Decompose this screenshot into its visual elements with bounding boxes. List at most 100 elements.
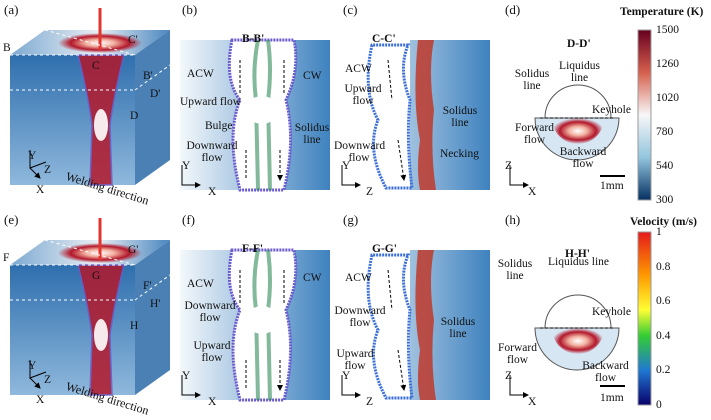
colorbar-tick-label: 540 <box>656 160 674 172</box>
colorbar-tick-label: 1 <box>656 226 662 238</box>
annotation: Z <box>44 374 52 386</box>
annotation: Forward flow <box>498 342 537 366</box>
section-title: D-D' <box>567 38 591 50</box>
melt-region <box>366 43 414 190</box>
annotation: Y <box>342 160 351 172</box>
annotation: Necking <box>440 148 479 160</box>
annotation: Upward flow <box>193 340 231 364</box>
annotation: Y <box>342 370 351 382</box>
colorbar-tick-label: 780 <box>656 126 674 138</box>
annotation: ACW <box>345 272 372 284</box>
colorbar-title: Velocity (m/s) <box>630 216 697 228</box>
colorbar-temperature <box>637 29 652 201</box>
colorbar-tick-label: 1500 <box>656 24 679 36</box>
annotation: Z <box>44 164 52 176</box>
axes <box>509 165 529 188</box>
panel-row <box>10 218 625 400</box>
colorbar-title: Temperature (K) <box>620 6 704 18</box>
axes <box>341 165 361 188</box>
annotation: X <box>36 394 45 406</box>
annotation: 1mm <box>600 180 624 192</box>
section-lines <box>10 29 171 91</box>
annotation: Backward flow <box>582 360 629 384</box>
annotation: X <box>208 186 217 198</box>
annotation: Y <box>28 360 37 372</box>
annotation: Z <box>366 396 374 408</box>
annotation: Upward flow <box>336 348 374 372</box>
annotation: Liquidus line <box>559 60 600 84</box>
colorbar-tick-label: 1020 <box>656 92 679 104</box>
section-title: H-H' <box>565 248 590 260</box>
flow-arrows <box>239 60 284 180</box>
annotation: Backward flow <box>559 146 607 170</box>
axes <box>181 165 201 188</box>
annotation: Upward flow <box>180 96 241 108</box>
annotation: Y <box>182 160 191 172</box>
panel-label: (d) <box>505 2 521 17</box>
axes <box>29 150 47 178</box>
annotation: Downward flow <box>186 140 238 164</box>
colorbar-tick-label: 0.6 <box>656 295 671 308</box>
annotation: Downward flow <box>334 140 386 164</box>
colorbar-tick-label: 0.8 <box>656 260 671 273</box>
annotation: C <box>92 60 100 72</box>
annotation: Solidus line <box>440 316 476 340</box>
annotation: F' <box>143 280 152 292</box>
flow-arrows <box>387 59 404 180</box>
annotation: X <box>36 184 45 196</box>
annotation: X <box>528 396 537 408</box>
section-title: G-G' <box>372 243 397 255</box>
annotation: Solidus line <box>294 122 330 146</box>
annotation: CW <box>303 272 322 284</box>
colorbar-tick-label: 0.4 <box>656 329 671 342</box>
panel-label: (h) <box>505 212 521 227</box>
annotation: Z <box>505 160 513 172</box>
annotation: Solidus line <box>497 258 533 282</box>
annotation: B <box>3 42 11 54</box>
annotation: Bulge <box>205 120 233 132</box>
melt-section <box>552 118 604 144</box>
annotation: F <box>3 252 10 264</box>
annotation: Downward flow <box>184 300 236 324</box>
annotation: ACW <box>187 278 214 290</box>
colorbar-tick-label: 0.2 <box>656 364 671 377</box>
panel-label: (a) <box>4 2 19 17</box>
colorbar-velocity <box>637 231 652 406</box>
annotation: C' <box>128 34 138 46</box>
annotation: Upward flow <box>344 83 382 107</box>
annotation: Z <box>366 186 374 198</box>
panel-label: (g) <box>343 212 359 227</box>
annotation: CW <box>303 70 322 82</box>
colorbar-tick-label: 300 <box>656 194 674 206</box>
panel-label: (f) <box>182 212 195 227</box>
annotation: Keyhole <box>592 306 631 318</box>
panel-label: (b) <box>182 2 198 17</box>
annotation: X <box>528 186 537 198</box>
keyhole-section <box>246 96 278 124</box>
colorbar-tick-label: 1260 <box>656 58 679 70</box>
annotation: B' <box>143 70 153 82</box>
annotation: Z <box>505 370 513 382</box>
annotation: H' <box>150 298 161 310</box>
annotation: D' <box>150 88 161 100</box>
annotation: X <box>208 396 217 408</box>
annotation: H <box>130 320 139 332</box>
annotation: Liquidus line <box>548 256 610 268</box>
panel-label: (c) <box>343 2 358 17</box>
section-title: F-F' <box>242 243 264 255</box>
annotation: G' <box>128 244 139 256</box>
annotation: ACW <box>187 68 214 80</box>
solidus-arc <box>544 84 612 119</box>
section-title: B-B' <box>242 33 265 45</box>
annotation: Forward flow <box>515 122 554 146</box>
annotation: ACW <box>345 63 372 75</box>
annotation: 1mm <box>600 392 624 404</box>
panel-row <box>10 8 625 192</box>
annotation: Solidus line <box>514 68 550 92</box>
annotation: Y <box>28 150 37 162</box>
panel-label: (e) <box>4 212 19 227</box>
hot-band <box>415 40 436 190</box>
annotation: D <box>130 110 139 122</box>
